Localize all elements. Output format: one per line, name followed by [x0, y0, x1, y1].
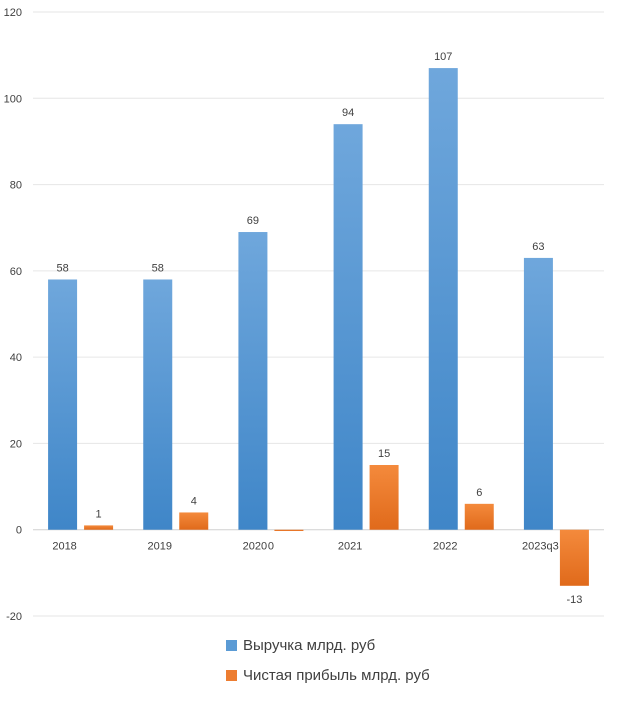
profit-bar [464, 503, 494, 530]
revenue-bar [428, 68, 458, 530]
y-tick-label: 20 [10, 438, 22, 450]
profit-bar [84, 525, 114, 530]
y-tick-label: 0 [16, 525, 22, 537]
revenue-bar [238, 232, 268, 530]
revenue-bar [523, 257, 553, 530]
x-tick-label: 2020 [243, 541, 267, 553]
profit-bar [274, 529, 304, 532]
revenue-bar [333, 124, 363, 530]
gridlines [33, 11, 604, 617]
profit-data-label: 15 [378, 448, 390, 460]
legend: Выручка млрд. руб Чистая прибыль млрд. ру… [226, 637, 430, 684]
x-tick-label: 2023q3 [522, 541, 559, 553]
x-tick-label: 2021 [338, 541, 362, 553]
x-tick-label: 2018 [52, 541, 76, 553]
revenue-data-label: 63 [532, 241, 544, 253]
y-tick-label: 60 [10, 266, 22, 278]
profit-data-label: 0 [268, 541, 274, 553]
revenue-data-label: 94 [342, 107, 354, 119]
revenue-data-label: 58 [56, 262, 68, 274]
profit-data-label: -13 [566, 594, 582, 606]
profit-data-label: 6 [476, 487, 482, 499]
revenue-data-label: 69 [247, 215, 259, 227]
revenue-data-label: 107 [434, 51, 452, 63]
bars: 58 1 58 4 69 0 94 15 107 6 63 -13 [48, 51, 589, 606]
revenue-data-label: 58 [152, 262, 164, 274]
legend-label-profit: Чистая прибыль млрд. руб [243, 667, 430, 684]
legend-label-revenue: Выручка млрд. руб [243, 637, 375, 654]
y-axis: -20 0 20 40 60 80 100 120 [4, 7, 22, 623]
legend-swatch-revenue [226, 640, 237, 651]
profit-bar [369, 465, 399, 530]
y-tick-label: -20 [6, 611, 22, 623]
legend-swatch-profit [226, 670, 237, 681]
x-tick-label: 2019 [148, 541, 172, 553]
profit-bar [559, 529, 589, 586]
revenue-bar [48, 279, 78, 530]
y-tick-label: 40 [10, 352, 22, 364]
x-axis: 2018 2019 2020 2021 2022 2023q3 [52, 541, 558, 553]
profit-bar [179, 512, 209, 530]
profit-data-label: 4 [191, 495, 197, 507]
revenue-bar [143, 279, 173, 530]
x-tick-label: 2022 [433, 541, 457, 553]
profit-data-label: 1 [96, 508, 102, 520]
y-tick-label: 120 [4, 7, 22, 19]
y-tick-label: 100 [4, 93, 22, 105]
y-tick-label: 80 [10, 180, 22, 192]
